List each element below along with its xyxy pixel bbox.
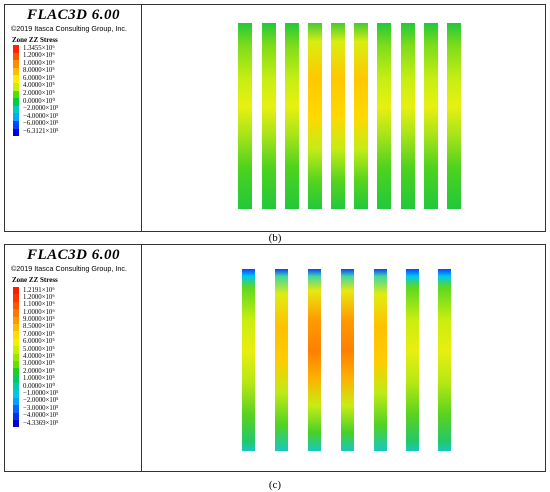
legend-value: 1.1000×10⁶ [23, 301, 55, 309]
contour-column [308, 269, 321, 451]
legend-swatch [13, 420, 19, 428]
legend-value: −6.0000×10⁵ [23, 120, 59, 128]
legend-value: −4.3369×10⁵ [23, 419, 59, 427]
contour-column [354, 23, 368, 209]
copyright-text: ©2019 Itasca Consulting Group, Inc. [11, 24, 127, 33]
stress-label: Zone ZZ Stress [12, 36, 58, 44]
legend-swatch [13, 67, 19, 76]
legend-value: 5.0000×10⁵ [23, 345, 55, 353]
legend-swatch [13, 52, 19, 61]
legend-swatch [13, 294, 19, 302]
legend-swatch [13, 301, 19, 310]
legend-value: 6.0000×10⁵ [23, 338, 55, 346]
legend-swatch [13, 360, 19, 369]
legend-value: −4.0000×10⁵ [23, 112, 59, 120]
legend-value: 4.0000×10⁵ [23, 82, 55, 90]
legend-value: −2.0000×10⁵ [23, 105, 59, 113]
legend-value: 1.2191×10⁶ [23, 286, 55, 294]
legend-swatch [13, 405, 19, 413]
contour-column [406, 269, 419, 451]
caption-c: (c) [268, 479, 282, 491]
app-title: FLAC3D 6.00 [26, 247, 120, 263]
legend-value: 0.0000×10⁰ [23, 97, 56, 105]
legend-swatch [13, 309, 19, 317]
legend-swatch [13, 390, 19, 398]
legend-swatch [13, 338, 19, 347]
contour-column [308, 23, 322, 209]
legend-value: 2.0000×10⁵ [23, 90, 55, 98]
legend-value: 6.0000×10⁵ [23, 74, 55, 82]
legend-value: 1.0000×10⁶ [23, 59, 55, 67]
copyright-text: ©2019 Itasca Consulting Group, Inc. [11, 264, 127, 273]
legend-value: 3.0000×10⁵ [23, 360, 55, 368]
legend-swatch [13, 346, 19, 354]
legend-swatch [13, 82, 19, 91]
contour-column [242, 269, 255, 451]
legend-value: −1.0000×10⁵ [23, 389, 59, 397]
legend-swatch [13, 397, 19, 406]
contour-column [447, 23, 461, 209]
legend-swatch [13, 323, 19, 332]
legend-value: −6.3121×10⁵ [23, 128, 59, 136]
contour-column [331, 23, 345, 209]
legend-swatch [13, 128, 19, 137]
legend-swatch [13, 98, 19, 106]
contour-column [424, 23, 438, 209]
legend-value: −3.0000×10⁵ [23, 404, 59, 412]
legend-value: 2.0000×10⁵ [23, 367, 55, 375]
legend-value: 9.0000×10⁵ [23, 316, 55, 324]
legend-value: −2.0000×10⁵ [23, 397, 59, 405]
legend-swatch [13, 90, 19, 99]
legend-value: 7.0000×10⁵ [23, 330, 55, 338]
legend-value: 1.2000×10⁶ [23, 293, 55, 301]
legend-value: 1.2000×10⁶ [23, 52, 55, 60]
legend-value: 8.5000×10⁵ [23, 323, 55, 331]
legend-value: 8.0000×10⁵ [23, 67, 55, 75]
legend-swatch [13, 375, 19, 384]
legend-swatch [13, 412, 19, 421]
legend-swatch [13, 45, 19, 53]
contour-column [341, 269, 354, 451]
flac3d-plot-panel-b: FLAC3D 6.00 ©2019 Itasca Consulting Grou… [4, 4, 546, 232]
legend-swatch [13, 316, 19, 324]
legend-swatch [13, 287, 19, 295]
legend-value: 4.0000×10⁵ [23, 353, 55, 361]
app-title: FLAC3D 6.00 [26, 7, 120, 23]
contour-column [377, 23, 391, 209]
legend-swatch [13, 105, 19, 114]
contour-column [262, 23, 276, 209]
legend-swatch [13, 120, 19, 129]
stress-label: Zone ZZ Stress [12, 276, 58, 284]
contour-column [374, 269, 387, 451]
legend-swatch [13, 113, 19, 121]
legend-panel-c: FLAC3D 6.00 ©2019 Itasca Consulting Grou… [5, 245, 142, 471]
contour-plot-view [242, 269, 451, 451]
legend-swatch [13, 60, 19, 68]
legend-swatch [13, 368, 19, 376]
legend-swatch [13, 383, 19, 391]
legend-panel-b: FLAC3D 6.00 ©2019 Itasca Consulting Grou… [5, 5, 142, 231]
legend-value: 0.0000×10⁰ [23, 382, 56, 390]
contour-column [285, 23, 299, 209]
contour-column [438, 269, 451, 451]
legend-value: 1.3455×10⁶ [23, 44, 55, 52]
legend-swatch [13, 75, 19, 83]
legend-value: −4.0000×10⁵ [23, 412, 59, 420]
contour-column [275, 269, 288, 451]
contour-column [238, 23, 252, 209]
contour-plot-view [238, 23, 461, 209]
legend-value: 1.0000×10⁶ [23, 308, 55, 316]
contour-column [401, 23, 415, 209]
caption-b: (b) [268, 232, 282, 244]
legend-swatch [13, 353, 19, 361]
flac3d-plot-panel-c: FLAC3D 6.00 ©2019 Itasca Consulting Grou… [4, 244, 546, 472]
legend-swatch [13, 331, 19, 339]
legend-value: 1.0000×10⁵ [23, 375, 55, 383]
